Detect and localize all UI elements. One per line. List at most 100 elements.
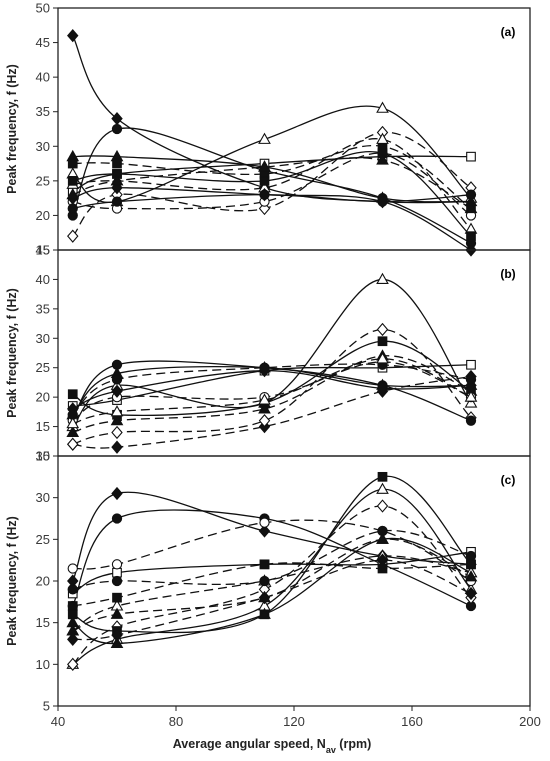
data-point-square xyxy=(67,389,78,400)
data-point-diamond xyxy=(111,486,123,501)
data-point-diamond xyxy=(376,322,389,337)
series-10 xyxy=(67,189,477,214)
data-point-triangle xyxy=(110,174,124,186)
data-point-diamond xyxy=(111,111,123,126)
data-point-triangle xyxy=(376,272,389,284)
panel-label: (c) xyxy=(501,473,516,487)
data-point-triangle xyxy=(110,413,124,426)
series-line xyxy=(72,491,472,582)
x-tick-label: 40 xyxy=(51,714,65,729)
x-axis-title-unit: (rpm) xyxy=(336,737,371,751)
data-point-square xyxy=(112,592,122,603)
series-line xyxy=(72,144,472,210)
data-point-triangle xyxy=(110,405,124,417)
y-tick-label: 50 xyxy=(36,1,50,16)
data-point-circle xyxy=(465,415,477,426)
data-point-triangle xyxy=(258,393,271,405)
series-line xyxy=(72,138,472,230)
series-line xyxy=(72,152,472,216)
data-point-triangle xyxy=(376,132,389,144)
data-point-triangle xyxy=(464,201,478,214)
series-10 xyxy=(67,359,477,420)
y-tick-label: 30 xyxy=(36,139,50,154)
series-line xyxy=(72,340,472,416)
series-3 xyxy=(67,499,477,671)
y-tick-label: 15 xyxy=(36,419,50,434)
series-3 xyxy=(67,125,477,243)
series-11 xyxy=(67,559,476,611)
data-point-diamond xyxy=(111,425,123,440)
y-tick-label: 40 xyxy=(36,272,50,287)
data-point-diamond xyxy=(376,499,389,513)
x-axis-title-sub: av xyxy=(326,745,336,755)
series-line xyxy=(72,375,472,449)
series-10 xyxy=(67,525,477,595)
data-point-circle xyxy=(465,374,477,385)
series-2 xyxy=(66,482,478,669)
x-axis-title: Average angular speed, Nav (rpm) xyxy=(173,737,372,755)
panel-frame xyxy=(57,7,531,251)
data-point-circle xyxy=(111,513,123,524)
series-line xyxy=(72,363,472,416)
y-tick-label: 35 xyxy=(36,104,50,119)
data-point-square xyxy=(377,336,388,347)
data-point-square xyxy=(466,151,476,162)
data-point-square xyxy=(377,471,388,482)
series-line xyxy=(72,131,472,237)
data-point-triangle xyxy=(464,570,478,582)
data-point-circle xyxy=(67,203,78,214)
x-tick-label: 80 xyxy=(169,714,183,729)
data-point-triangle xyxy=(110,636,124,649)
series-line xyxy=(72,519,472,582)
data-point-circle xyxy=(67,563,78,574)
data-point-circle xyxy=(259,575,270,587)
y-tick-label: 25 xyxy=(36,173,50,188)
data-point-triangle xyxy=(258,132,271,144)
data-point-triangle xyxy=(258,160,271,172)
data-point-triangle xyxy=(376,482,389,494)
data-point-diamond xyxy=(111,440,123,454)
data-point-square xyxy=(67,601,78,611)
series-line xyxy=(72,365,472,416)
series-9 xyxy=(67,181,477,257)
panel-1: 10 15 20 25 30 35 40 45 (b) Peak frequency, f (Hz… xyxy=(5,243,531,464)
data-point-circle xyxy=(111,374,123,385)
y-tick-label: 45 xyxy=(36,243,50,258)
series-0 xyxy=(67,29,477,209)
data-point-triangle xyxy=(376,352,389,364)
y-tick-label: 40 xyxy=(36,70,50,85)
data-point-diamond xyxy=(67,632,79,646)
series-12 xyxy=(66,153,478,214)
data-point-circle xyxy=(465,189,477,200)
data-point-circle xyxy=(259,362,270,373)
data-point-square xyxy=(466,359,476,370)
data-point-triangle xyxy=(110,607,124,619)
series-line xyxy=(72,35,472,204)
series-12 xyxy=(66,532,478,636)
data-point-circle xyxy=(111,559,123,570)
x-tick-label: 160 xyxy=(401,714,423,729)
y-axis-title: Peak frequency, f (Hz) xyxy=(5,516,19,646)
y-tick-label: 15 xyxy=(36,243,50,258)
series-0 xyxy=(67,486,477,588)
y-tick-label: 35 xyxy=(36,301,50,316)
series-0 xyxy=(67,369,477,454)
y-tick-label: 10 xyxy=(36,657,50,672)
series-line xyxy=(72,538,472,632)
series-line xyxy=(72,505,472,665)
y-tick-label: 20 xyxy=(36,208,50,223)
series-5 xyxy=(66,149,478,207)
series-7 xyxy=(67,517,477,587)
series-line xyxy=(72,127,472,244)
y-axis-title: Peak frequency, f (Hz) xyxy=(5,288,19,418)
panel-label: (a) xyxy=(501,25,516,39)
panel-2: 5 10 15 20 25 30 35 (c) Peak frequency, f (Hz) xyxy=(5,449,531,714)
data-point-circle xyxy=(259,189,270,200)
data-point-triangle xyxy=(66,416,80,429)
data-point-circle xyxy=(111,575,123,587)
series-line xyxy=(72,559,472,641)
data-point-diamond xyxy=(111,384,123,398)
series-1 xyxy=(67,322,477,451)
data-point-diamond xyxy=(111,628,123,642)
x-axis-title-main: Average angular speed, N xyxy=(173,737,326,751)
